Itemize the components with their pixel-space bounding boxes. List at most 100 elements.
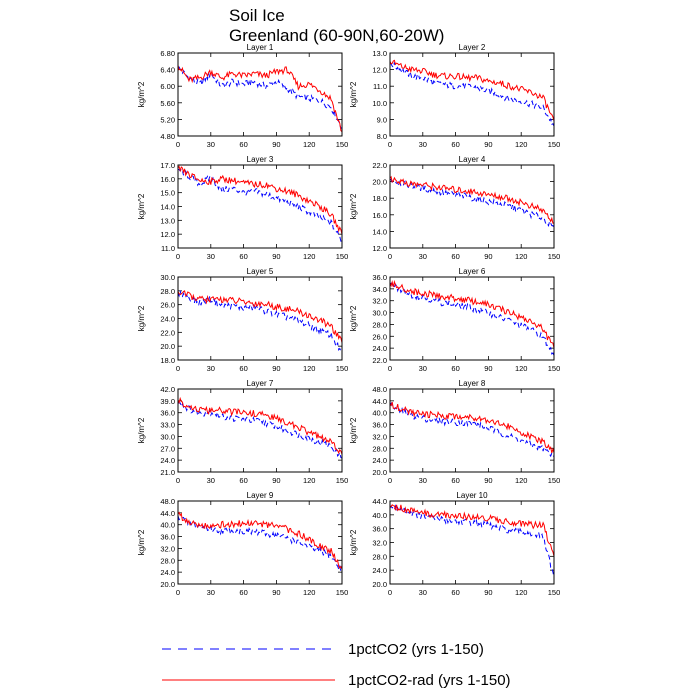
x-tick-label: 30 bbox=[419, 252, 427, 261]
y-tick-label: 14.0 bbox=[372, 227, 387, 236]
panel-layer-7: Layer 7 kg/m^2 21.0 24.0 27.0 30.0 33.0 36.0 39.… bbox=[137, 379, 348, 485]
x-tick-label: 60 bbox=[239, 252, 247, 261]
x-tick-label: 90 bbox=[484, 588, 492, 597]
plot-frame bbox=[177, 276, 343, 361]
series-line-1pctco2-rad bbox=[389, 279, 555, 349]
panel-title: Layer 3 bbox=[247, 155, 274, 164]
y-tick-label: 24.0 bbox=[160, 315, 175, 324]
series-line-1pctco2-rad bbox=[389, 59, 555, 122]
y-tick-label: 40.0 bbox=[372, 511, 387, 520]
y-tick-label: 48.0 bbox=[372, 385, 387, 394]
series-line-1pctco2-rad bbox=[177, 396, 343, 455]
plot-frame bbox=[389, 388, 555, 473]
x-tick-label: 150 bbox=[548, 140, 561, 149]
x-tick-label: 120 bbox=[515, 588, 528, 597]
y-axis-label: kg/m^2 bbox=[137, 305, 146, 331]
plot-frame bbox=[177, 500, 343, 585]
y-tick-label: 8.0 bbox=[377, 132, 387, 141]
y-tick-label: 24.0 bbox=[372, 566, 387, 575]
x-tick-label: 90 bbox=[484, 252, 492, 261]
x-tick-label: 120 bbox=[303, 364, 316, 373]
y-tick-label: 14.0 bbox=[160, 203, 175, 212]
y-tick-label: 6.00 bbox=[160, 82, 175, 91]
y-tick-label: 24.0 bbox=[160, 568, 175, 577]
y-axis-label: kg/m^2 bbox=[349, 193, 358, 219]
chart-subtitle: Greenland (60-90N,60-20W) bbox=[229, 26, 444, 45]
panel-title: Layer 6 bbox=[459, 267, 486, 276]
y-tick-label: 13.0 bbox=[160, 216, 175, 225]
y-tick-label: 28.0 bbox=[160, 287, 175, 296]
y-axis-label: kg/m^2 bbox=[349, 305, 358, 331]
x-tick-label: 90 bbox=[484, 140, 492, 149]
x-tick-label: 120 bbox=[515, 252, 528, 261]
y-tick-label: 36.0 bbox=[372, 525, 387, 534]
plot-frame bbox=[389, 164, 555, 249]
panel-title: Layer 10 bbox=[456, 491, 488, 500]
y-tick-label: 20.0 bbox=[372, 468, 387, 477]
y-axis-label: kg/m^2 bbox=[349, 81, 358, 107]
y-tick-label: 5.20 bbox=[160, 115, 175, 124]
panel-title: Layer 8 bbox=[459, 379, 486, 388]
y-tick-label: 20.0 bbox=[372, 178, 387, 187]
panel-layer-5: Layer 5 kg/m^2 18.0 20.0 22.0 24.0 26.0 28.0 30.… bbox=[137, 267, 348, 373]
x-tick-label: 0 bbox=[176, 476, 180, 485]
legend-label-1pctco2-rad: 1pctCO2-rad (yrs 1-150) bbox=[348, 672, 511, 689]
x-tick-label: 30 bbox=[207, 364, 215, 373]
x-tick-label: 60 bbox=[451, 476, 459, 485]
series-line-1pctco2 bbox=[389, 62, 555, 127]
y-axis-label: kg/m^2 bbox=[137, 417, 146, 443]
x-tick-label: 90 bbox=[272, 476, 280, 485]
x-tick-label: 90 bbox=[484, 476, 492, 485]
series-line-1pctco2 bbox=[389, 178, 555, 230]
panel-layer-10: Layer 10 kg/m^2 20.0 24.0 28.0 32.0 36.0 40.0 44… bbox=[349, 491, 560, 597]
y-tick-label: 28.0 bbox=[372, 444, 387, 453]
y-tick-label: 40.0 bbox=[372, 409, 387, 418]
y-tick-label: 10.0 bbox=[372, 99, 387, 108]
x-tick-label: 120 bbox=[515, 364, 528, 373]
y-tick-label: 26.0 bbox=[160, 301, 175, 310]
x-tick-label: 90 bbox=[272, 588, 280, 597]
panel-title: Layer 4 bbox=[459, 155, 486, 164]
x-tick-label: 60 bbox=[239, 476, 247, 485]
y-axis-label: kg/m^2 bbox=[349, 417, 358, 443]
y-tick-label: 13.0 bbox=[372, 49, 387, 58]
x-tick-label: 120 bbox=[303, 476, 316, 485]
x-tick-label: 0 bbox=[388, 252, 392, 261]
series-line-1pctco2 bbox=[177, 66, 343, 130]
y-tick-label: 12.0 bbox=[372, 66, 387, 75]
x-tick-label: 30 bbox=[207, 252, 215, 261]
x-tick-label: 90 bbox=[272, 364, 280, 373]
panel-title: Layer 9 bbox=[247, 491, 274, 500]
x-tick-label: 0 bbox=[176, 588, 180, 597]
chart-title: Soil Ice bbox=[229, 6, 285, 25]
y-tick-label: 32.0 bbox=[372, 539, 387, 548]
x-tick-label: 30 bbox=[419, 364, 427, 373]
x-tick-label: 0 bbox=[388, 476, 392, 485]
y-tick-label: 9.0 bbox=[377, 115, 387, 124]
panel-layer-1: Layer 1 kg/m^2 4.80 5.20 5.60 6.00 6.40 6.80 0 30… bbox=[137, 43, 348, 149]
y-tick-label: 30.0 bbox=[160, 273, 175, 282]
y-tick-label: 33.0 bbox=[160, 421, 175, 430]
x-tick-label: 150 bbox=[548, 364, 561, 373]
series-line-1pctco2-rad bbox=[177, 65, 343, 133]
panel-title: Layer 7 bbox=[247, 379, 274, 388]
x-tick-label: 0 bbox=[388, 364, 392, 373]
x-tick-label: 30 bbox=[419, 588, 427, 597]
x-tick-label: 60 bbox=[451, 252, 459, 261]
y-tick-label: 17.0 bbox=[160, 161, 175, 170]
x-tick-label: 150 bbox=[548, 476, 561, 485]
x-tick-label: 60 bbox=[451, 588, 459, 597]
y-tick-label: 24.0 bbox=[160, 456, 175, 465]
x-tick-label: 120 bbox=[303, 140, 316, 149]
panel-layer-8: Layer 8 kg/m^2 20.0 24.0 28.0 32.0 36.0 40.0 44.… bbox=[349, 379, 560, 485]
legend-label-1pctco2: 1pctCO2 (yrs 1-150) bbox=[348, 641, 484, 658]
y-tick-label: 22.0 bbox=[372, 161, 387, 170]
y-tick-label: 44.0 bbox=[160, 509, 175, 518]
y-tick-label: 28.0 bbox=[160, 556, 175, 565]
x-tick-label: 0 bbox=[176, 364, 180, 373]
series-line-1pctco2 bbox=[389, 402, 555, 458]
panel-title: Layer 5 bbox=[247, 267, 274, 276]
y-axis-label: kg/m^2 bbox=[137, 529, 146, 555]
y-tick-label: 44.0 bbox=[372, 397, 387, 406]
